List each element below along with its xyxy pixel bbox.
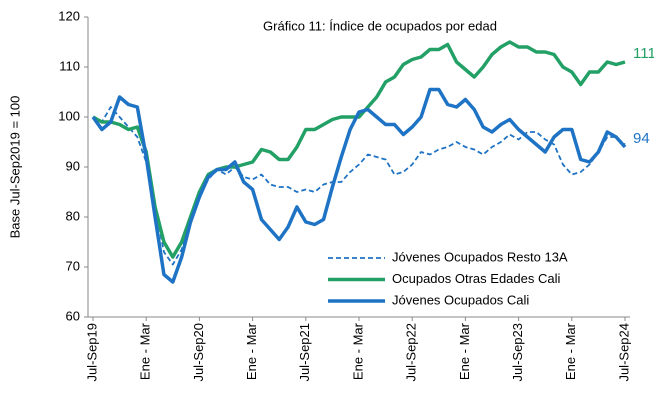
x-tick-label: Ene - Mar bbox=[563, 322, 578, 380]
y-tick-label: 70 bbox=[66, 258, 80, 273]
end-label: 94 bbox=[633, 130, 650, 147]
x-tick-label: Jul-Sep22 bbox=[404, 323, 419, 382]
legend-label: Jóvenes Ocupados Cali bbox=[392, 292, 529, 307]
y-tick-label: 90 bbox=[66, 158, 80, 173]
x-tick-label: Ene - Mar bbox=[244, 322, 259, 380]
series-line bbox=[91, 87, 627, 284]
x-tick-label: Jul-Sep21 bbox=[297, 323, 312, 382]
y-tick-label: 60 bbox=[66, 308, 80, 323]
x-tick-label: Jul-Sep19 bbox=[84, 323, 99, 382]
legend-label: Jóvenes Ocupados Resto 13A bbox=[392, 249, 568, 264]
x-tick-label: Ene - Mar bbox=[138, 322, 153, 380]
y-tick-label: 100 bbox=[58, 108, 80, 123]
x-tick-label: Jul-Sep23 bbox=[510, 323, 525, 382]
y-tick-label: 110 bbox=[59, 58, 80, 73]
x-tick-label: Jul-Sep20 bbox=[191, 323, 206, 382]
y-tick-label: 120 bbox=[58, 8, 80, 23]
x-tick-label: Ene - Mar bbox=[457, 322, 472, 380]
y-axis-label: Base Jul-Sep2019 = 100 bbox=[7, 96, 22, 239]
chart-title: Gráfico 11: Índice de ocupados por edad bbox=[263, 18, 497, 33]
end-label: 111 bbox=[633, 45, 654, 62]
y-tick-label: 80 bbox=[66, 208, 80, 223]
legend-label: Ocupados Otras Edades Cali bbox=[392, 271, 560, 286]
x-tick-label: Jul-Sep24 bbox=[616, 323, 631, 382]
series-line bbox=[92, 106, 626, 266]
series-line bbox=[92, 40, 626, 259]
x-tick-label: Ene - Mar bbox=[350, 322, 365, 380]
